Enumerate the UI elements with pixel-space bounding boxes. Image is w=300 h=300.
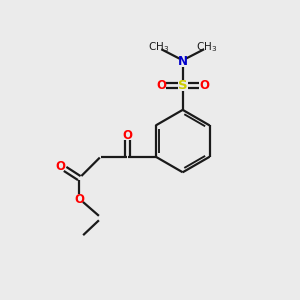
Text: O: O	[56, 160, 66, 173]
Text: O: O	[156, 79, 166, 92]
Text: O: O	[199, 79, 209, 92]
Text: O: O	[74, 193, 84, 206]
Text: S: S	[178, 79, 188, 92]
Text: CH$_3$: CH$_3$	[196, 40, 217, 54]
Text: CH$_3$: CH$_3$	[148, 40, 169, 54]
Text: O: O	[122, 129, 132, 142]
Text: N: N	[178, 55, 188, 68]
